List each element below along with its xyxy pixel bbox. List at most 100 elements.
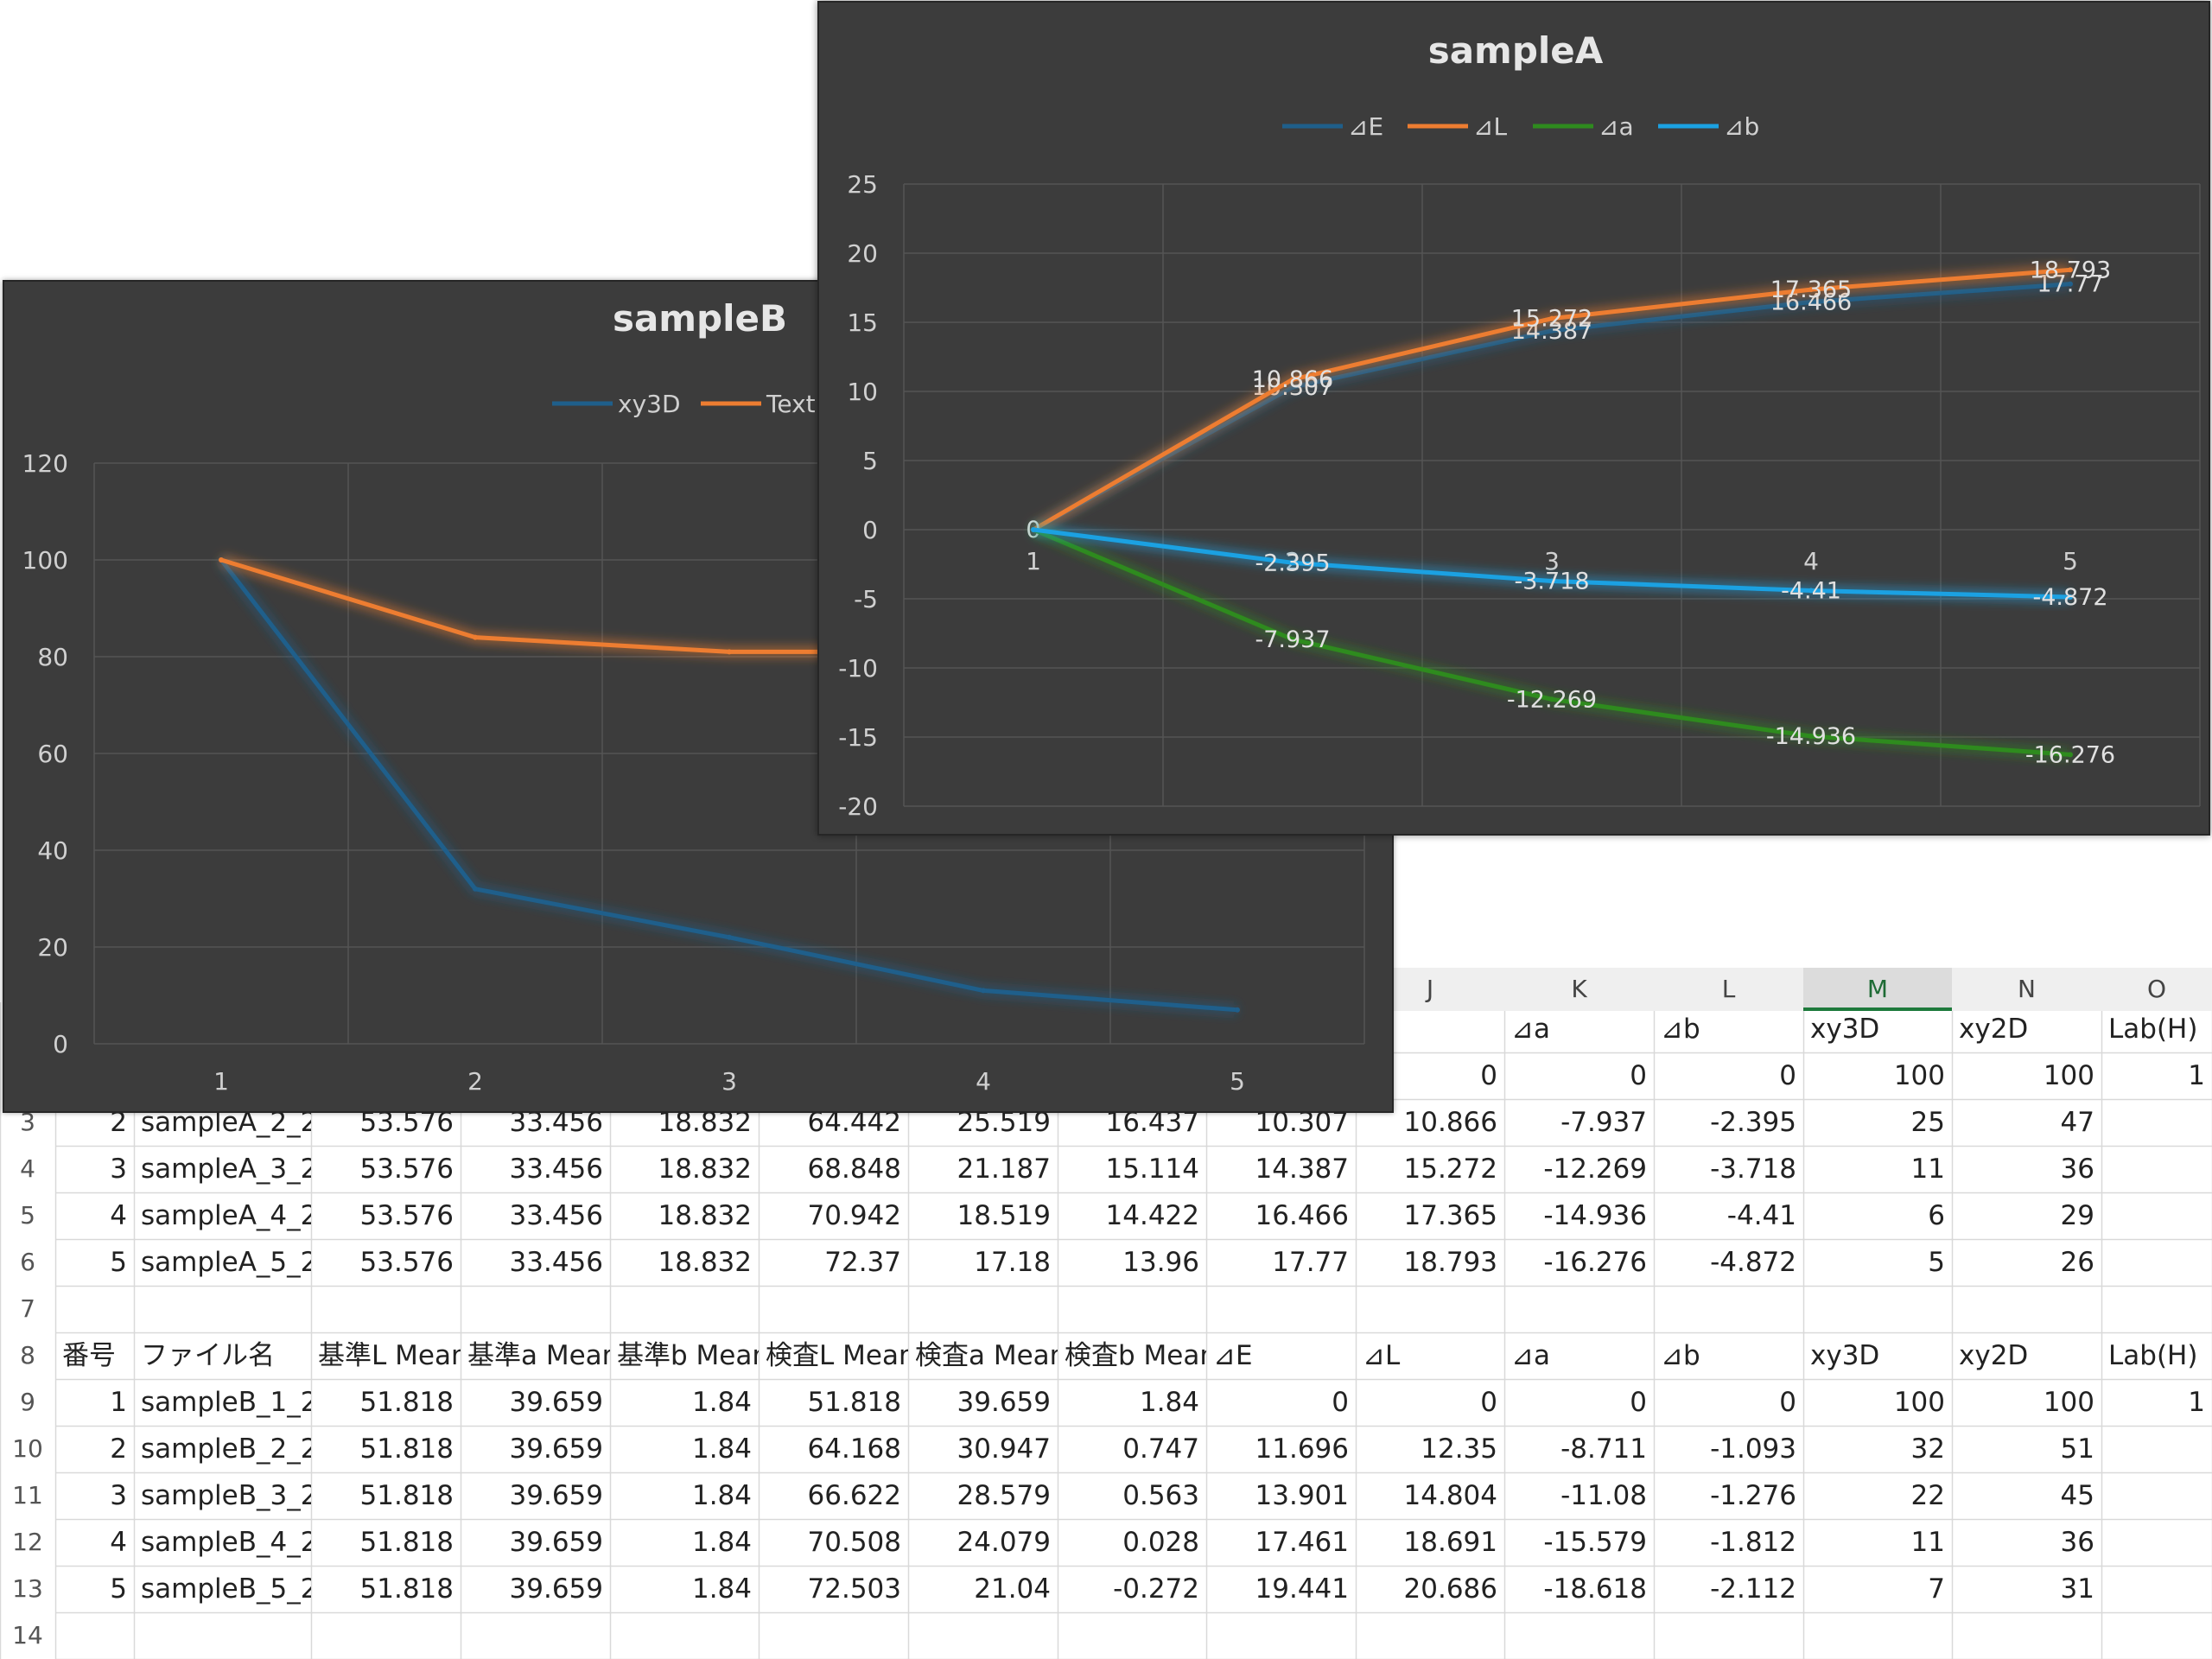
row-header-14[interactable]: 14: [12, 1621, 43, 1649]
table-cell[interactable]: -12.269: [1543, 1154, 1647, 1185]
table-cell[interactable]: 3: [110, 1154, 127, 1185]
header-cell[interactable]: ⊿b: [1661, 1014, 1700, 1045]
table-cell[interactable]: 31: [2060, 1573, 2094, 1605]
header-cell[interactable]: 基準L Mean: [318, 1340, 461, 1371]
table-cell[interactable]: 47: [2060, 1107, 2094, 1138]
table-cell[interactable]: 72.503: [807, 1573, 901, 1605]
table-cell[interactable]: 51: [2060, 1433, 2094, 1465]
table-cell[interactable]: sampleB_4_2(: [141, 1527, 311, 1558]
table-cell[interactable]: 51.818: [359, 1573, 454, 1605]
header-cell[interactable]: ⊿L: [1363, 1340, 1401, 1371]
table-cell[interactable]: 0: [1480, 1060, 1497, 1091]
table-cell[interactable]: 20.686: [1403, 1573, 1497, 1605]
table-cell[interactable]: 0: [1630, 1387, 1647, 1418]
table-cell[interactable]: 51.818: [359, 1387, 454, 1418]
table-cell[interactable]: 24.079: [957, 1527, 1051, 1558]
table-cell[interactable]: 12.35: [1421, 1433, 1497, 1465]
row-header-7[interactable]: 7: [20, 1294, 35, 1323]
table-cell[interactable]: 100: [1893, 1060, 1945, 1091]
header-cell[interactable]: Lab(H): [2108, 1014, 2198, 1045]
table-cell[interactable]: 18.832: [658, 1200, 752, 1231]
table-cell[interactable]: 21.04: [974, 1573, 1051, 1605]
table-cell[interactable]: 18.519: [957, 1200, 1051, 1231]
table-cell[interactable]: 64.168: [807, 1433, 901, 1465]
table-cell[interactable]: 11: [1910, 1527, 1945, 1558]
column-header-K[interactable]: K: [1504, 968, 1654, 1011]
table-cell[interactable]: 39.659: [509, 1527, 603, 1558]
table-cell[interactable]: 100: [2043, 1387, 2094, 1418]
header-cell[interactable]: Lab(H): [2108, 1340, 2198, 1371]
table-cell[interactable]: 53.576: [359, 1200, 454, 1231]
table-cell[interactable]: 29: [2060, 1200, 2094, 1231]
column-header-M[interactable]: M: [1803, 968, 1952, 1011]
table-cell[interactable]: 17.18: [974, 1247, 1051, 1278]
table-cell[interactable]: 18.832: [658, 1247, 752, 1278]
table-cell[interactable]: -3.718: [1710, 1154, 1796, 1185]
table-cell[interactable]: 17.461: [1255, 1527, 1349, 1558]
table-cell[interactable]: -1.276: [1710, 1480, 1796, 1511]
table-cell[interactable]: 45: [2060, 1480, 2094, 1511]
table-cell[interactable]: [2101, 1519, 2212, 1566]
row-header-9[interactable]: 9: [20, 1388, 35, 1416]
header-cell[interactable]: 番号: [62, 1340, 116, 1371]
table-cell[interactable]: 5: [110, 1247, 127, 1278]
table-cell[interactable]: -11.08: [1560, 1480, 1647, 1511]
table-cell[interactable]: 39.659: [509, 1573, 603, 1605]
table-cell[interactable]: -7.937: [1560, 1107, 1647, 1138]
table-cell[interactable]: 1.84: [691, 1387, 752, 1418]
table-cell[interactable]: 30.947: [957, 1433, 1051, 1465]
table-cell[interactable]: -2.395: [1710, 1107, 1796, 1138]
table-cell[interactable]: sampleB_2_2(: [141, 1433, 311, 1465]
table-cell[interactable]: 51.818: [807, 1387, 901, 1418]
table-cell[interactable]: 36: [2060, 1527, 2094, 1558]
table-cell[interactable]: -16.276: [1543, 1247, 1647, 1278]
table-cell[interactable]: sampleA_3_2(: [141, 1154, 311, 1185]
table-cell[interactable]: 4: [110, 1200, 127, 1231]
table-cell[interactable]: -2.112: [1710, 1573, 1796, 1605]
row-header-3[interactable]: 3: [20, 1108, 35, 1136]
row-header-13[interactable]: 13: [12, 1574, 43, 1603]
table-cell[interactable]: 70.942: [807, 1200, 901, 1231]
table-cell[interactable]: 18.793: [1403, 1247, 1497, 1278]
header-cell[interactable]: ⊿b: [1661, 1340, 1700, 1371]
table-cell[interactable]: 18.691: [1403, 1527, 1497, 1558]
table-cell[interactable]: 1: [2188, 1060, 2205, 1091]
table-cell[interactable]: 19.441: [1255, 1573, 1349, 1605]
table-cell[interactable]: sampleA_4_2(: [141, 1200, 311, 1231]
table-cell[interactable]: 17.77: [1272, 1247, 1349, 1278]
header-cell[interactable]: 基準b Mean: [617, 1340, 759, 1371]
table-cell[interactable]: 33.456: [509, 1200, 603, 1231]
header-cell[interactable]: 検査L Mean: [766, 1340, 908, 1371]
header-cell[interactable]: 検査a Mean: [915, 1340, 1058, 1371]
header-cell[interactable]: xy2D: [1959, 1340, 2029, 1371]
row-header-6[interactable]: 6: [20, 1248, 35, 1276]
table-cell[interactable]: 14.422: [1105, 1200, 1199, 1231]
table-cell[interactable]: 1.84: [691, 1480, 752, 1511]
table-cell[interactable]: 39.659: [957, 1387, 1051, 1418]
table-cell[interactable]: sampleA_5_2(: [141, 1247, 311, 1278]
table-cell[interactable]: 21.187: [957, 1154, 1051, 1185]
table-cell[interactable]: 13.96: [1122, 1247, 1199, 1278]
table-cell[interactable]: 0: [1480, 1387, 1497, 1418]
table-cell[interactable]: 53.576: [359, 1247, 454, 1278]
column-header-N[interactable]: N: [1952, 968, 2101, 1011]
table-cell[interactable]: 33.456: [509, 1154, 603, 1185]
table-cell[interactable]: 25: [1910, 1107, 1945, 1138]
table-cell[interactable]: 11.696: [1255, 1433, 1349, 1465]
header-cell[interactable]: ファイル名: [141, 1340, 275, 1371]
table-cell[interactable]: 0: [1779, 1060, 1796, 1091]
table-cell[interactable]: 22: [1910, 1480, 1945, 1511]
table-cell[interactable]: 0: [1630, 1060, 1647, 1091]
table-cell[interactable]: -14.936: [1543, 1200, 1647, 1231]
table-cell[interactable]: [2101, 1472, 2212, 1519]
row-header-12[interactable]: 12: [12, 1528, 43, 1556]
table-cell[interactable]: 17.365: [1403, 1200, 1497, 1231]
table-cell[interactable]: 2: [110, 1107, 127, 1138]
header-cell[interactable]: ⊿a: [1511, 1014, 1550, 1045]
table-cell[interactable]: 26: [2060, 1247, 2094, 1278]
table-cell[interactable]: 39.659: [509, 1480, 603, 1511]
table-cell[interactable]: 13.901: [1255, 1480, 1349, 1511]
table-cell[interactable]: 33.456: [509, 1247, 603, 1278]
table-cell[interactable]: 1.84: [1139, 1387, 1199, 1418]
table-cell[interactable]: sampleB_5_2(: [141, 1573, 311, 1605]
